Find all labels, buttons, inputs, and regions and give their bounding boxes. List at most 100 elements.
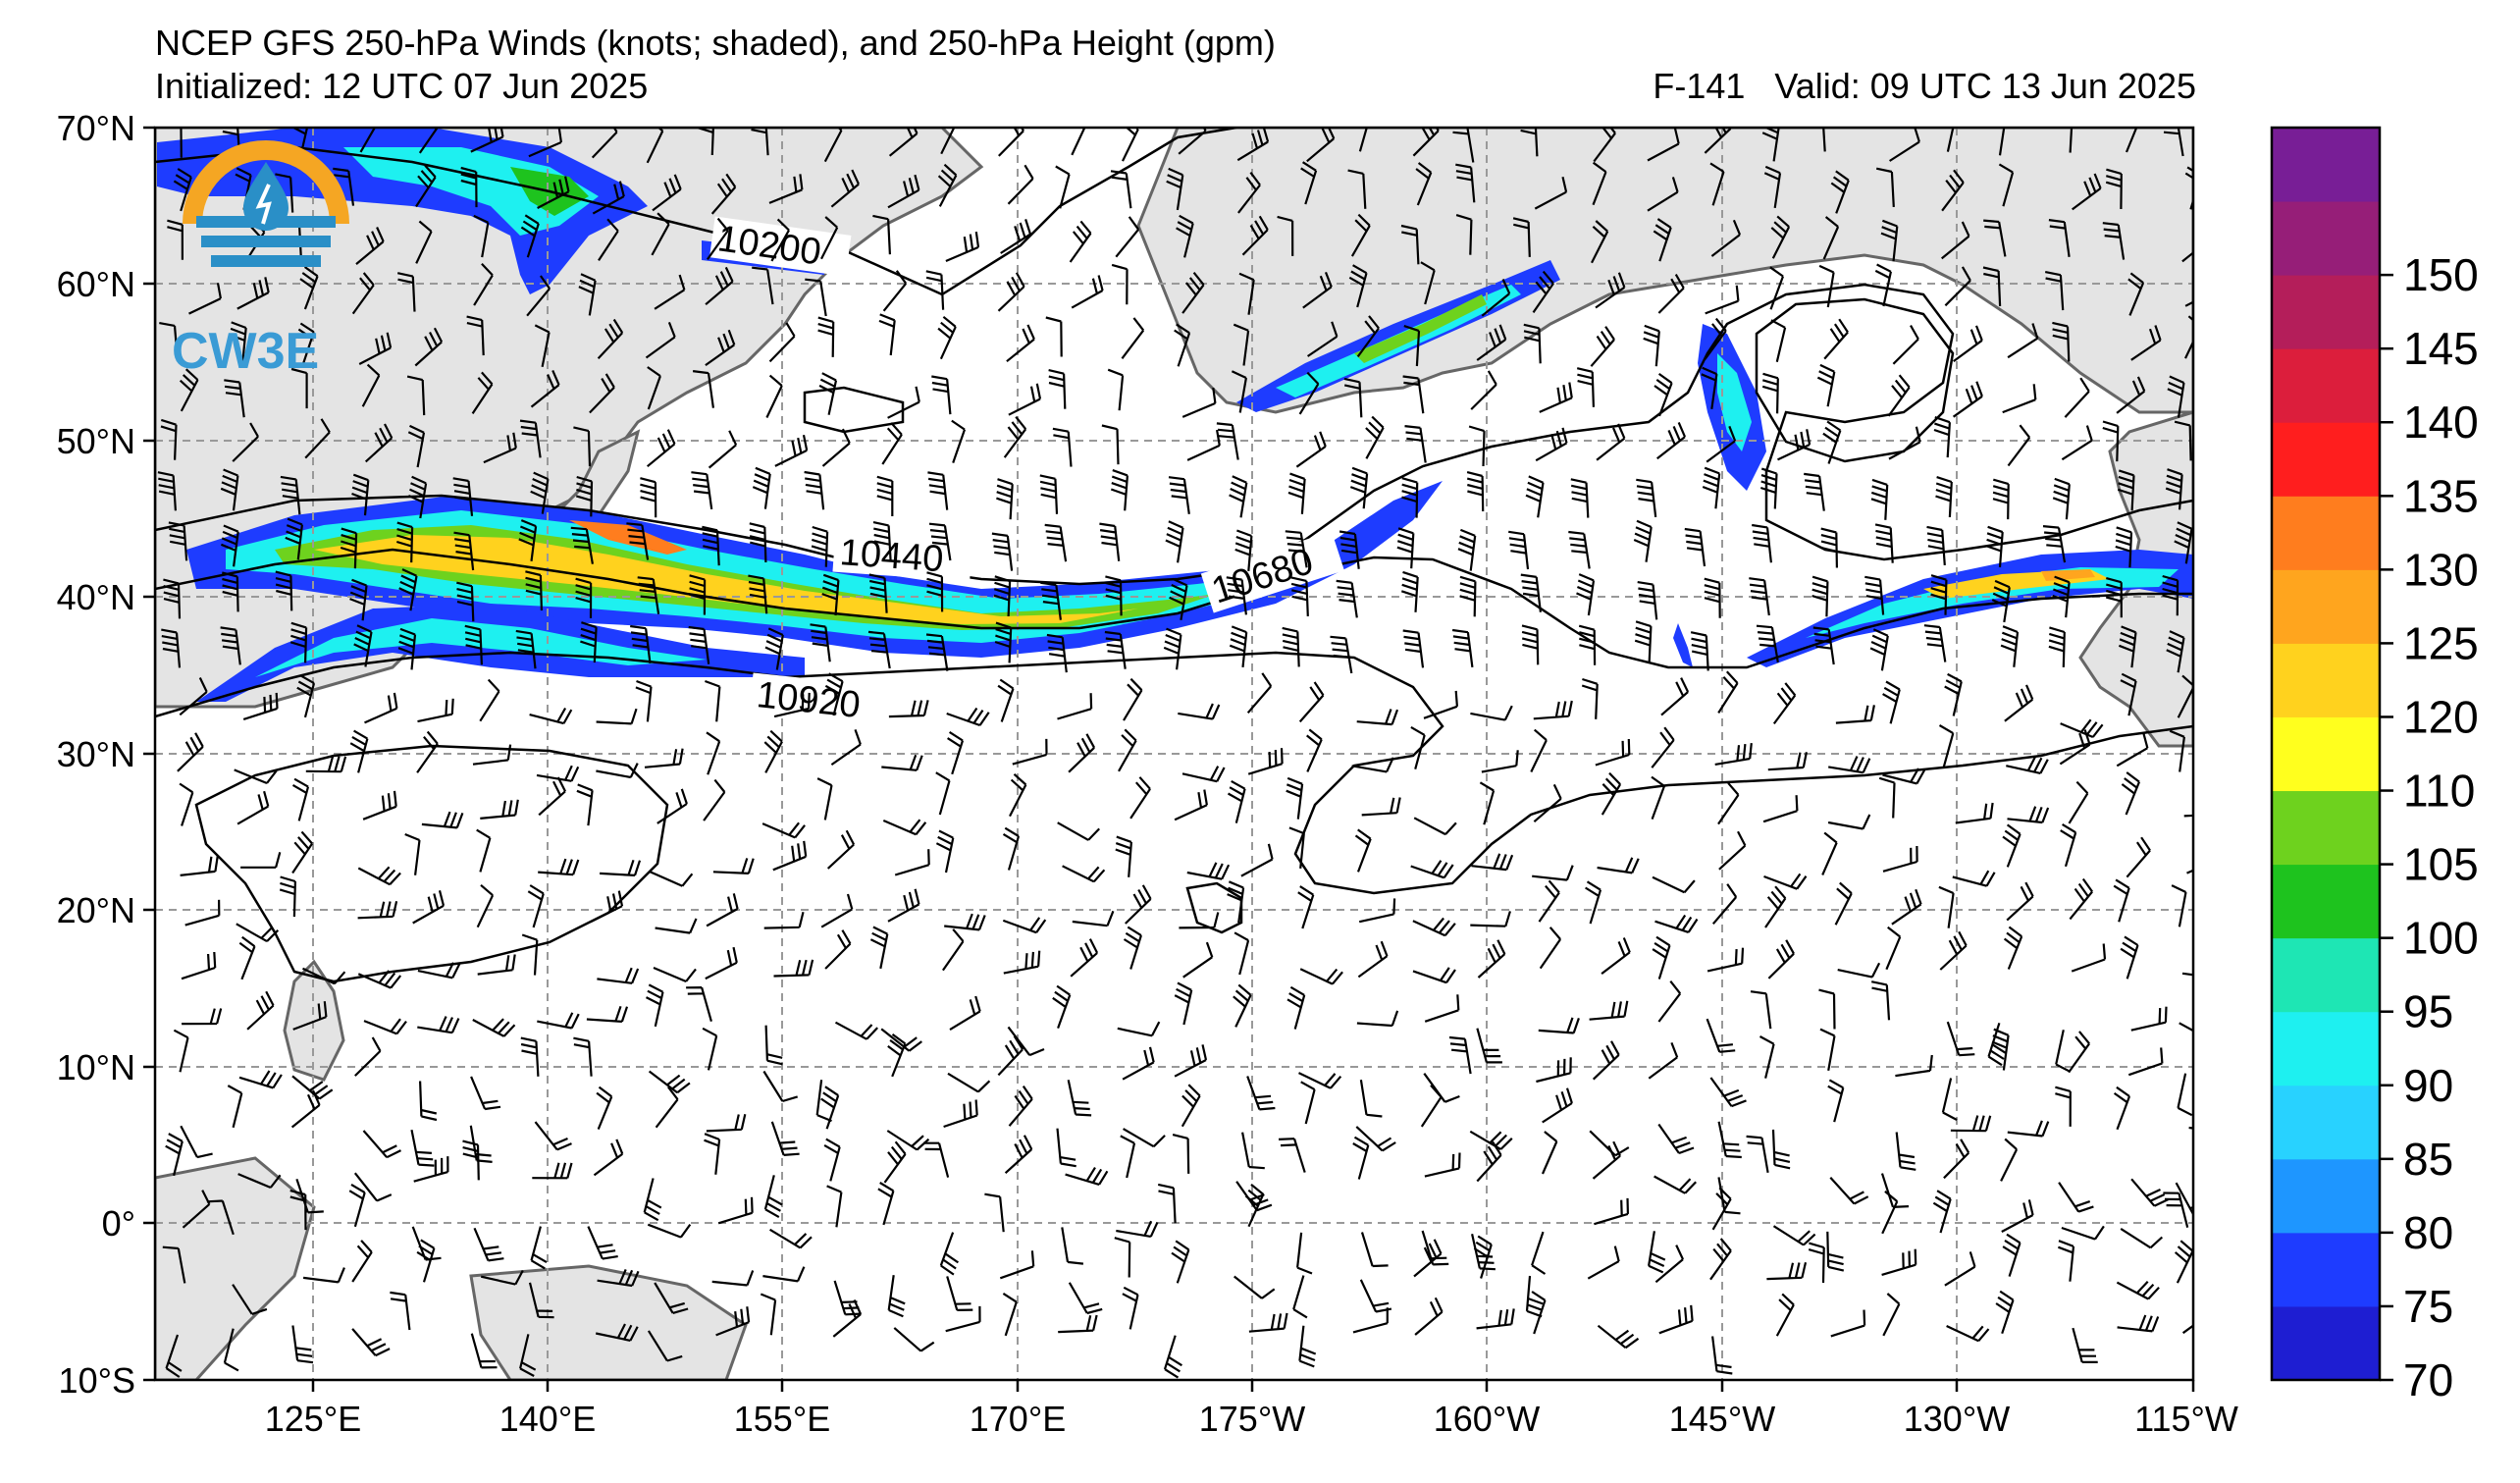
wind-barb (2069, 877, 2093, 921)
wind-barb (2177, 1073, 2193, 1117)
wind-barb (289, 621, 308, 663)
wind-barb (538, 858, 580, 876)
wind-barb (1071, 275, 1104, 309)
wind-barb (2061, 1225, 2105, 1241)
wind-barb (1468, 425, 1486, 467)
wind-barb (1895, 1054, 1933, 1078)
wind-barb (1300, 1081, 1316, 1125)
wind-barb (1420, 261, 1436, 305)
jet-main-yellow (314, 535, 1138, 624)
wind-barb (943, 1099, 978, 1129)
wind-barb (984, 1192, 1005, 1233)
wind-barb (935, 771, 951, 816)
wind-barb (1058, 1314, 1098, 1334)
wind-barb (1946, 1021, 1975, 1057)
wind-barb (1592, 1140, 1621, 1180)
wind-barb (357, 970, 402, 989)
wind-barb (404, 832, 421, 875)
wind-barb (1356, 315, 1380, 358)
wind-barb (290, 1089, 321, 1129)
wind-barb (348, 1183, 366, 1228)
wind-barb (1306, 728, 1323, 772)
wind-barb (1420, 1085, 1443, 1128)
lon-tick-140e: 140°E (499, 1399, 596, 1439)
jet-kamchatka-cyan (343, 147, 599, 236)
wind-barb (1938, 885, 1955, 928)
wind-barb (304, 418, 331, 459)
wind-barb (1248, 1312, 1288, 1333)
colorbar-swatch (2272, 348, 2380, 423)
wind-barb (1656, 421, 1687, 460)
wind-barb (702, 525, 720, 566)
wind-barb (704, 1133, 721, 1175)
wind-barb (526, 275, 551, 317)
wind-barb (1470, 911, 1511, 927)
wind-barb (1234, 1275, 1276, 1299)
wind-barb (820, 893, 854, 928)
wind-barb (1413, 817, 1457, 836)
wind-barb (1870, 478, 1889, 520)
wind-barb (2060, 822, 2077, 868)
wind-barb (1410, 725, 1426, 769)
wind-barb (407, 424, 426, 468)
wind-barb (351, 473, 370, 516)
wind-barb (290, 367, 308, 409)
wind-barb (805, 278, 827, 317)
wind-barb (1946, 128, 1955, 152)
wind-barb (655, 918, 698, 934)
wind-barb (1709, 1238, 1732, 1281)
wind-barb (353, 624, 373, 667)
wind-barb (1481, 279, 1511, 317)
wind-barb (946, 1276, 973, 1311)
wind-barb (473, 214, 490, 258)
wind-barb (2071, 943, 2107, 973)
wind-barb (1423, 1073, 1460, 1103)
wind-barb (395, 521, 414, 563)
wind-barb (1298, 1072, 1342, 1089)
wind-barb (1816, 363, 1836, 407)
wind-barb (748, 574, 768, 614)
wind-barb (586, 1005, 629, 1023)
wind-barb (595, 1323, 639, 1342)
wind-barb (1991, 1028, 2010, 1071)
wind-barb (2002, 384, 2037, 414)
wind-barb (773, 959, 814, 978)
wind-barb (653, 966, 697, 983)
wind-barb (1241, 215, 1269, 256)
wind-barb (280, 475, 301, 515)
wind-barb (1122, 128, 1139, 162)
wind-barb (824, 929, 852, 970)
wind-barb (349, 578, 368, 621)
wind-barb (868, 573, 888, 613)
wind-barb (168, 521, 188, 561)
wind-barb (1647, 128, 1680, 162)
wind-barb (1174, 981, 1193, 1026)
wind-barb (1538, 1017, 1580, 1034)
wind-barb (600, 859, 642, 876)
wind-barb (1652, 935, 1671, 980)
wind-barb (1424, 994, 1460, 1023)
wind-barb (413, 1156, 449, 1183)
wind-barb (596, 763, 639, 779)
lat-tick-30n: 30°N (57, 734, 135, 774)
wind-barb (470, 1333, 498, 1369)
wind-barb (1882, 845, 1918, 873)
wind-barb (396, 272, 416, 312)
wind-barb (1684, 527, 1706, 567)
map-area: 10200 10440 10680 10920 (155, 128, 2193, 1380)
wind-barb (821, 428, 851, 467)
wind-barb (351, 1328, 391, 1357)
wind-barb (945, 1305, 981, 1333)
wind-barb (351, 272, 375, 315)
wind-barb (1298, 371, 1320, 415)
wind-barb (2174, 1240, 2193, 1284)
wind-barb (591, 128, 618, 159)
colorbar-tick-label: 75 (2403, 1281, 2453, 1332)
wind-barb (888, 700, 929, 718)
colorbar-tick-label: 90 (2403, 1060, 2453, 1111)
wind-barb (997, 1035, 1024, 1077)
wind-barb (1470, 370, 1497, 410)
wind-barb (1298, 681, 1325, 723)
wind-barb (940, 128, 956, 155)
wind-barb (1412, 128, 1440, 157)
